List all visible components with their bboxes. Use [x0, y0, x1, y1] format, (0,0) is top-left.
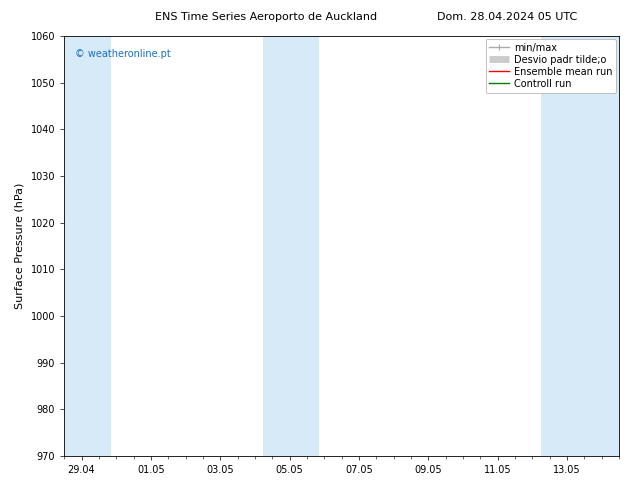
Text: © weatheronline.pt: © weatheronline.pt	[75, 49, 171, 59]
Text: ENS Time Series Aeroporto de Auckland: ENS Time Series Aeroporto de Auckland	[155, 12, 377, 22]
Bar	[541, 36, 619, 456]
Bar	[263, 36, 319, 456]
Bar	[64, 36, 111, 456]
Text: Dom. 28.04.2024 05 UTC: Dom. 28.04.2024 05 UTC	[437, 12, 578, 22]
Legend: min/max, Desvio padr tilde;o, Ensemble mean run, Controll run: min/max, Desvio padr tilde;o, Ensemble m…	[486, 39, 616, 93]
Y-axis label: Surface Pressure (hPa): Surface Pressure (hPa)	[15, 183, 25, 309]
